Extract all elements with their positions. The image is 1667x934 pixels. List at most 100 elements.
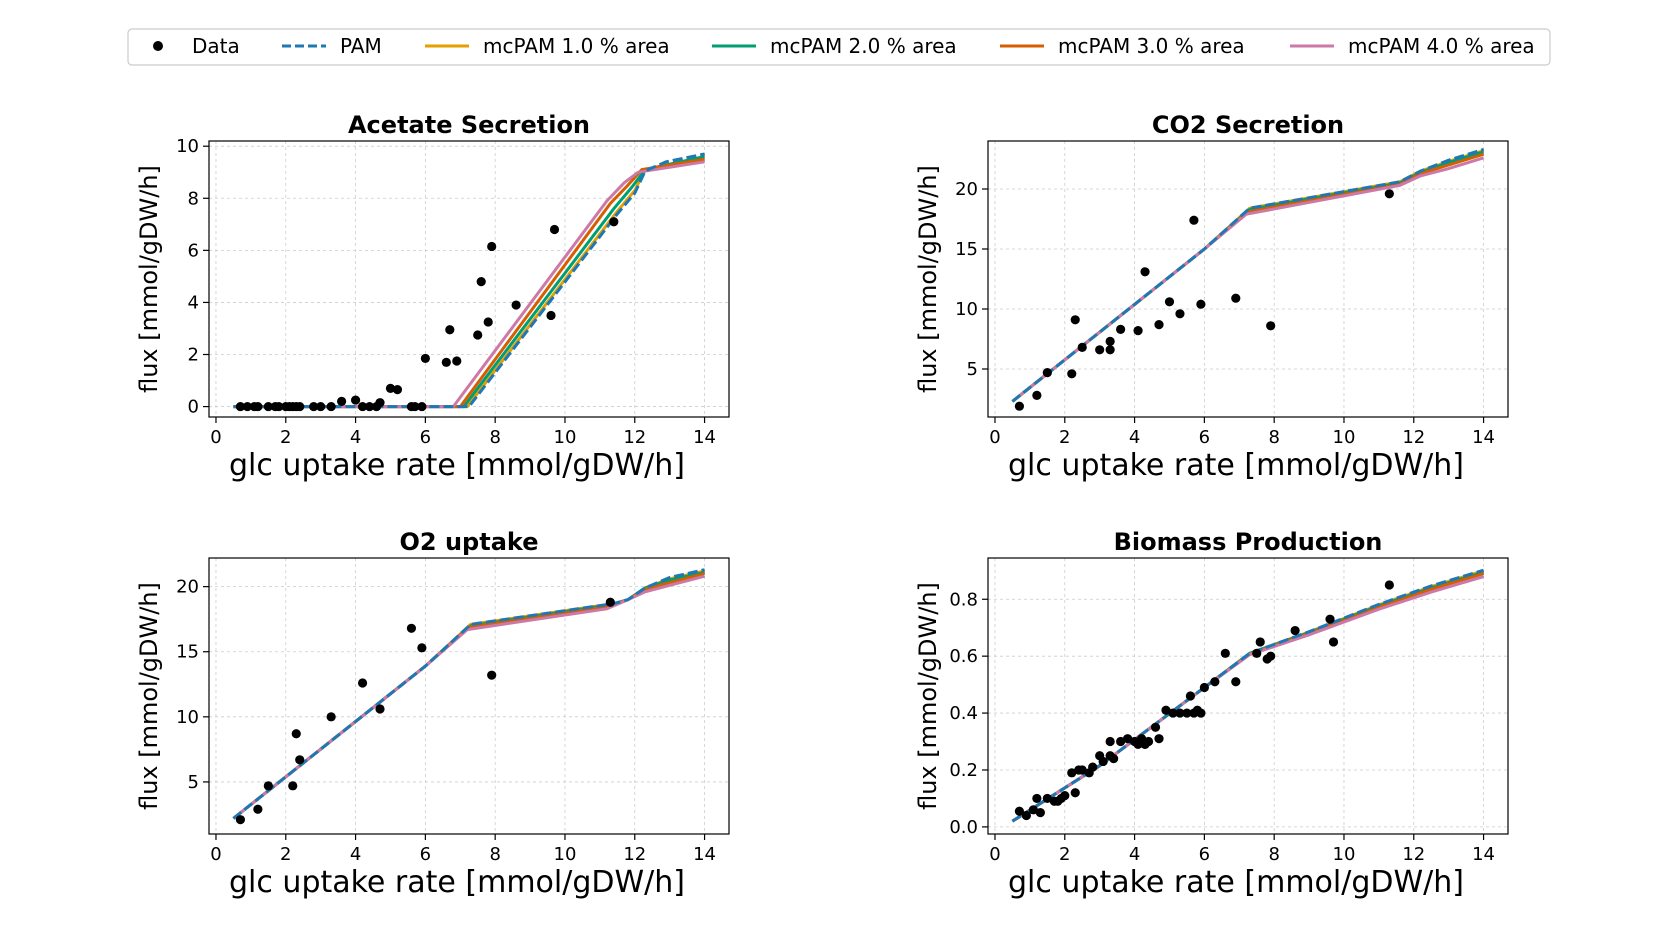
data-point (1199, 682, 1209, 693)
x-tick-label: 14 (1472, 844, 1495, 865)
x-tick-label: 12 (623, 844, 646, 865)
data-point (253, 401, 263, 412)
data-point (1105, 736, 1115, 747)
y-tick-label: 20 (176, 577, 199, 598)
y-tick-label: 20 (955, 179, 978, 200)
data-point (487, 241, 497, 252)
axes-frame (987, 140, 1509, 418)
data-point (1255, 637, 1265, 647)
data-point (1014, 401, 1025, 411)
data-point (326, 712, 336, 722)
data-point (1116, 736, 1126, 747)
data-point (1185, 691, 1196, 701)
data-point (1384, 580, 1394, 590)
data-point (1220, 648, 1230, 658)
series-lines (1011, 147, 1485, 403)
y-axis-label: flux [mmol/gDW/h] (135, 165, 163, 393)
y-tick-label: 15 (955, 239, 978, 260)
data-point (295, 401, 305, 412)
data-point (1175, 309, 1185, 319)
data-point (1105, 336, 1115, 346)
data-point (1070, 315, 1080, 325)
legend-entry-mcpam-4-0-area: mcPAM 4.0 % area (1290, 34, 1535, 58)
chart-acetate-secretion: 0 2 4 6 8 10 12 14 0 2 4 6 8 10 Acetate Secretion glc u… (135, 111, 730, 483)
data-point (392, 385, 403, 395)
y-tick-label: 15 (176, 642, 199, 663)
y-axis-ticks: 5 10 15 20 (176, 577, 209, 793)
data-point (1266, 321, 1276, 331)
legend-label: mcPAM 3.0 % area (1058, 34, 1245, 58)
data-point (487, 670, 497, 680)
data-point (375, 398, 385, 408)
data-point (1122, 734, 1133, 744)
chart-title: Acetate Secretion (348, 111, 590, 139)
data-point (546, 310, 556, 321)
series-line-pam (233, 152, 705, 409)
y-tick-label: 0.0 (949, 817, 978, 838)
data-point (291, 729, 301, 739)
x-tick-label: 2 (1059, 844, 1070, 865)
x-tick-label: 14 (693, 427, 716, 448)
data-point (242, 401, 252, 412)
data-point (1116, 324, 1126, 334)
chart-co2-secretion: 0 2 4 6 8 10 12 14 5 10 15 20 CO2 Secretion glc uptak… (914, 111, 1509, 483)
data-point (1133, 326, 1143, 336)
data-point (309, 401, 319, 412)
legend-entry-mcpam-1-0-area: mcPAM 1.0 % area (425, 34, 670, 58)
data-point (1189, 215, 1199, 225)
y-axis-label: flux [mmol/gDW/h] (914, 165, 942, 393)
x-tick-label: 0 (210, 844, 221, 865)
data-point (1196, 299, 1206, 309)
y-tick-label: 10 (176, 707, 199, 728)
legend-entry-mcpam-3-0-area: mcPAM 3.0 % area (1000, 34, 1245, 58)
legend-label: PAM (340, 34, 382, 58)
x-axis-label: glc uptake rate [mmol/gDW/h] (229, 448, 685, 483)
data-point (1164, 297, 1175, 307)
x-tick-label: 8 (1268, 427, 1279, 448)
data-point (1210, 677, 1220, 687)
x-tick-label: 10 (1333, 844, 1356, 865)
data-point (1067, 369, 1077, 379)
x-tick-label: 2 (280, 427, 291, 448)
series-lines (232, 568, 705, 820)
y-tick-label: 6 (188, 240, 199, 261)
chart-title: CO2 Secretion (1152, 111, 1344, 139)
y-axis-ticks: 0 2 4 6 8 10 (176, 136, 209, 418)
y-axis-label: flux [mmol/gDW/h] (135, 582, 163, 810)
legend: Data PAM mcPAM 1.0 % area mcPAM 2.0 % area m… (127, 28, 1551, 66)
data-point (1028, 805, 1038, 815)
series-line-pam (1011, 147, 1485, 403)
data-point (1231, 293, 1241, 303)
data-point (1021, 810, 1031, 821)
x-tick-label: 6 (420, 844, 431, 865)
x-tick-label: 12 (1402, 427, 1425, 448)
data-point (483, 317, 493, 327)
y-tick-label: 0.4 (949, 703, 978, 724)
x-axis-ticks: 0 2 4 6 8 10 12 14 (989, 417, 1495, 448)
data-point (1384, 189, 1394, 199)
data-point (253, 804, 263, 814)
y-tick-label: 5 (967, 359, 978, 380)
y-axis-label: flux [mmol/gDW/h] (914, 582, 942, 810)
data-point (288, 781, 298, 791)
x-tick-label: 0 (210, 427, 221, 448)
x-axis-ticks: 0 2 4 6 8 10 12 14 (210, 417, 716, 448)
data-point (1161, 705, 1171, 715)
data-point (326, 401, 336, 412)
data-point (1175, 708, 1185, 718)
data-point (417, 643, 427, 653)
chart-title: Biomass Production (1114, 528, 1383, 556)
data-point (357, 678, 368, 688)
data-point (350, 395, 361, 405)
data-point (1168, 708, 1178, 718)
data-points (235, 597, 615, 825)
data-point (476, 277, 486, 287)
data-point (1032, 793, 1042, 804)
data-point (609, 217, 619, 227)
data-point (605, 597, 615, 607)
data-point (1154, 734, 1164, 744)
data-point (410, 401, 420, 412)
x-axis-label: glc uptake rate [mmol/gDW/h] (229, 865, 685, 900)
data-point (1095, 345, 1105, 355)
data-point (417, 401, 427, 412)
